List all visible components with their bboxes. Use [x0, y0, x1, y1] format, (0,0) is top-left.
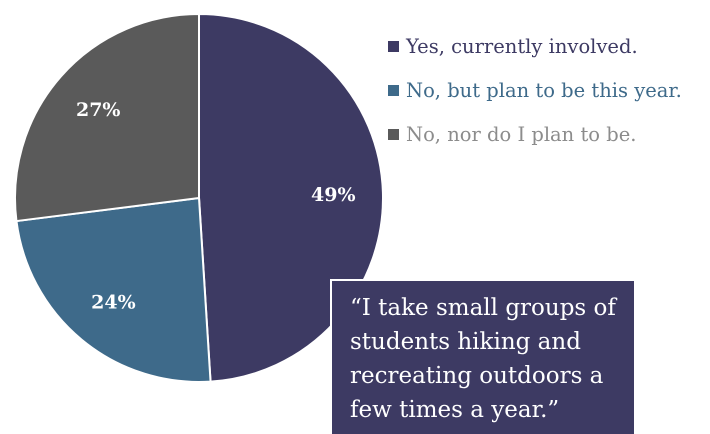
- slice-no-label: 27%: [76, 99, 121, 121]
- legend-swatch-no: [388, 128, 399, 140]
- quote-box: “I take small groups of students hiking …: [330, 279, 634, 434]
- quote-text: “I take small groups of students hiking …: [350, 295, 616, 423]
- legend: Yes, currently involved. No, but plan to…: [388, 24, 682, 156]
- legend-label-yes: Yes, currently involved.: [406, 34, 638, 58]
- slice-plan: [15, 196, 212, 383]
- legend-item-yes: Yes, currently involved.: [388, 24, 682, 68]
- legend-swatch-plan: [388, 84, 399, 96]
- legend-swatch-yes: [388, 40, 399, 52]
- legend-item-plan: No, but plan to be this year.: [388, 68, 682, 112]
- legend-item-no: No, nor do I plan to be.: [388, 112, 682, 156]
- slice-plan-label: 24%: [91, 291, 136, 313]
- slice-no: [14, 12, 200, 223]
- slice-yes-label: 49%: [311, 184, 356, 206]
- legend-label-plan: No, but plan to be this year.: [406, 78, 682, 102]
- pie-chart: 49% 24% 27%: [14, 12, 385, 383]
- legend-label-no: No, nor do I plan to be.: [406, 122, 637, 146]
